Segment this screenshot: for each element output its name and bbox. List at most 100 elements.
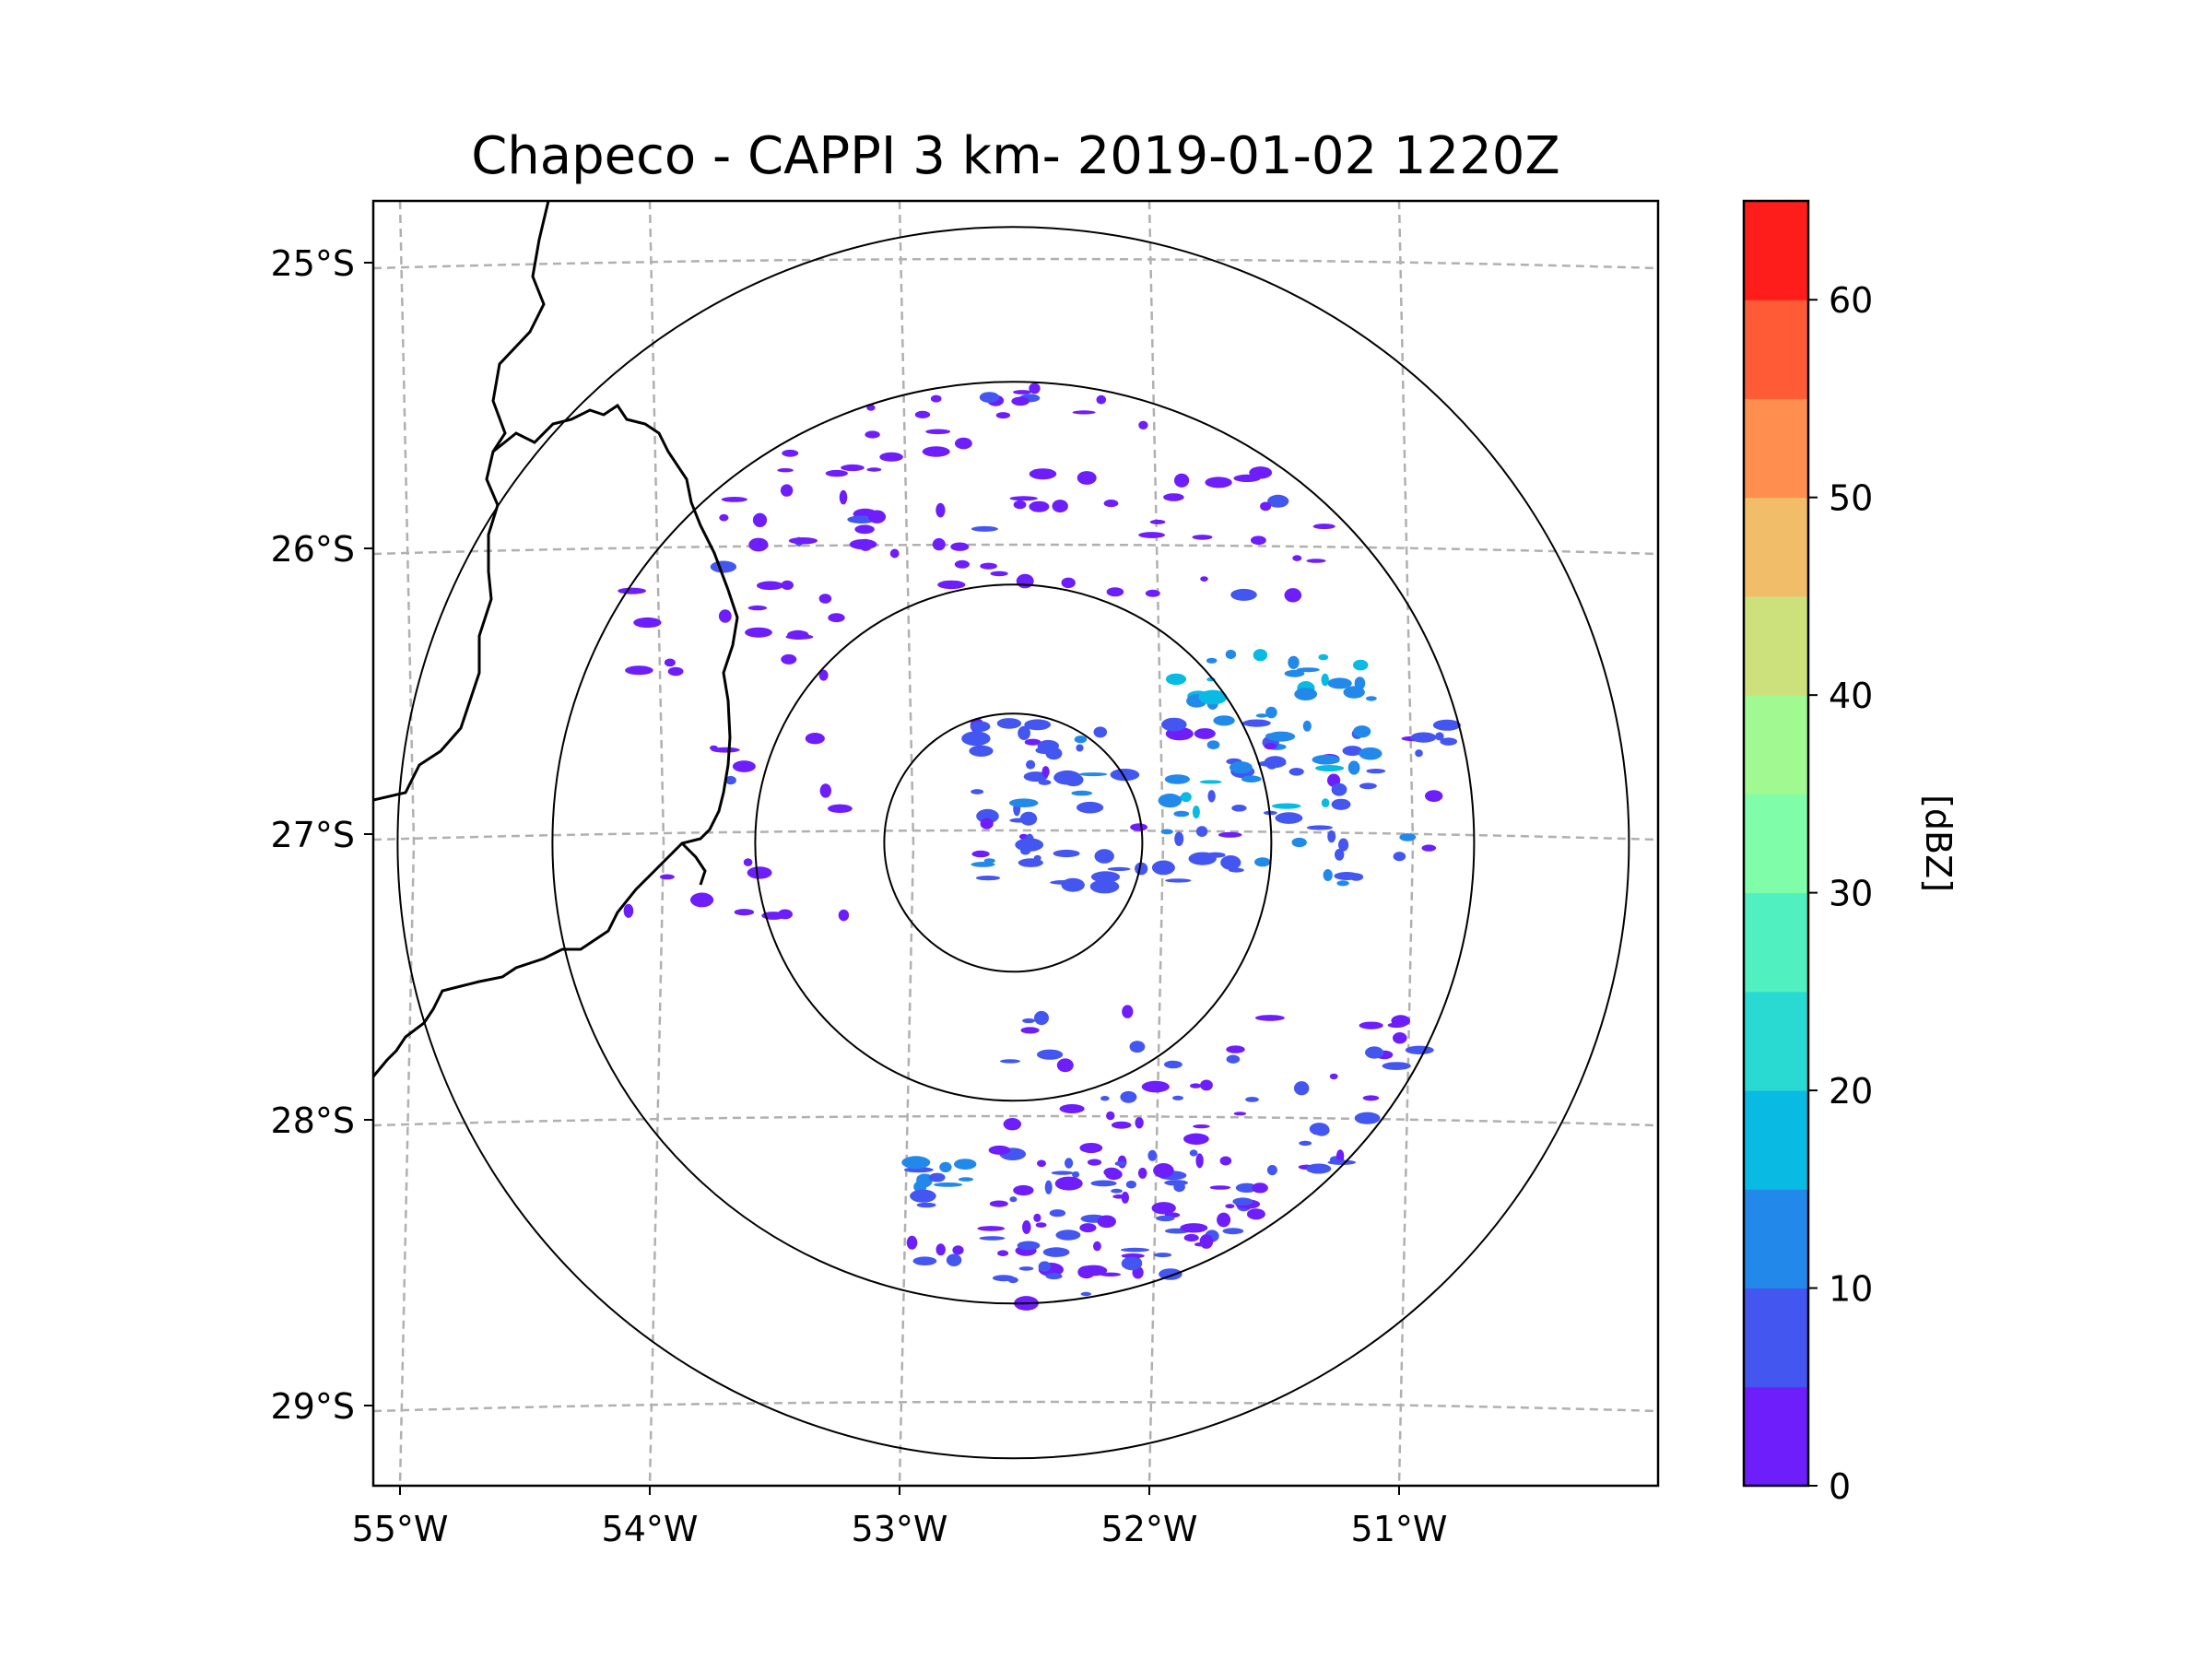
echo-cell: [1338, 838, 1349, 852]
echo-cell: [1353, 659, 1369, 671]
echo-cell: [1020, 846, 1031, 855]
echo-cell: [1078, 772, 1108, 777]
echo-cell: [1209, 1185, 1231, 1190]
echo-cell: [1331, 782, 1347, 796]
echo-cell: [1077, 801, 1104, 814]
echo-cell: [1264, 743, 1277, 750]
echo-cell: [1164, 1060, 1182, 1069]
echo-cell: [1405, 1045, 1434, 1055]
range-ring: [883, 712, 1144, 973]
echo-cell: [975, 876, 1001, 881]
echo-cell: [1079, 1143, 1103, 1153]
range-ring: [551, 381, 1476, 1305]
echo-cell: [1296, 667, 1320, 673]
range-ring: [396, 226, 1630, 1460]
echo-cell: [1094, 849, 1114, 864]
echo-cell: [1359, 747, 1382, 760]
colorbar-level: [1744, 1090, 1808, 1190]
echo-cell: [1096, 394, 1107, 405]
echo-cell: [1365, 1046, 1384, 1059]
echo-cell: [914, 410, 931, 418]
colorbar-level: [1744, 1288, 1808, 1388]
echo-cell: [1272, 803, 1301, 809]
echo-cell: [1114, 1160, 1127, 1167]
echo-cell: [1149, 519, 1166, 524]
echo-cell: [1093, 726, 1108, 738]
colorbar-level: [1744, 398, 1808, 499]
colorbar-tick-label: 30: [1829, 874, 1873, 914]
echo-cell: [1359, 782, 1377, 790]
echo-cell: [1342, 746, 1363, 757]
echo-cell: [1306, 1163, 1332, 1174]
y-tick-label: 28°S: [271, 1100, 355, 1141]
colorbar-level: [1744, 695, 1808, 794]
echo-cell: [1254, 857, 1271, 867]
echo-cell: [1294, 1081, 1310, 1096]
echo-cell: [1265, 706, 1277, 719]
echo-cell: [1235, 1182, 1258, 1194]
echo-cell: [932, 537, 946, 551]
echo-cell: [1200, 1079, 1213, 1091]
echo-cell: [1018, 1266, 1034, 1271]
echo-cell: [969, 745, 994, 757]
echo-cell: [1246, 1208, 1265, 1220]
echo-cell: [718, 609, 732, 623]
echo-cell: [711, 747, 740, 753]
echo-cell: [1299, 1140, 1312, 1147]
colorbar-level: [1744, 497, 1808, 597]
echo-cell: [1253, 649, 1268, 662]
echo-cell: [1294, 688, 1318, 700]
echo-cell: [1009, 1196, 1018, 1203]
echo-cell: [1038, 779, 1052, 785]
echo-cell: [1029, 500, 1050, 512]
echo-cell: [1354, 677, 1366, 690]
echo-cell: [1022, 1220, 1031, 1234]
echo-cell: [1195, 1153, 1204, 1169]
echo-cell: [839, 489, 848, 505]
echo-cell: [1141, 1080, 1170, 1093]
echo-cell: [910, 1189, 936, 1203]
echo-cell: [1071, 790, 1092, 796]
echo-cell: [1207, 790, 1216, 803]
x-axis-ticks: 55°W 54°W 53°W 52°W 51°W: [352, 1486, 1447, 1549]
echo-cell: [1254, 1015, 1285, 1021]
echo-cell: [996, 718, 1022, 729]
colorbar-level: [1744, 595, 1808, 696]
echo-cell: [922, 446, 950, 457]
echo-cell: [1037, 1159, 1046, 1168]
echo-cell: [1181, 792, 1192, 803]
echo-cell: [879, 452, 903, 462]
echo-cell: [1327, 677, 1352, 689]
echo-cell: [950, 542, 970, 551]
echo-cell: [1327, 1159, 1357, 1165]
range-rings: [396, 226, 1630, 1460]
echo-cell: [1189, 1149, 1198, 1157]
echo-cell: [971, 862, 995, 867]
gridline-lat: [373, 1114, 1658, 1127]
echo-cell: [1440, 737, 1457, 746]
echo-cell: [1164, 774, 1190, 784]
echo-cell: [1188, 852, 1217, 865]
echo-cell: [1100, 1096, 1110, 1101]
echo-cell: [780, 484, 794, 497]
echo-cell: [1061, 577, 1076, 588]
echo-cell: [954, 559, 970, 569]
echo-cell: [1090, 871, 1121, 883]
echo-cell: [1033, 1213, 1041, 1222]
echo-cell: [659, 874, 675, 880]
echo-cell: [988, 1145, 1011, 1155]
echo-cell: [977, 1226, 1006, 1231]
echo-cell: [1037, 739, 1060, 752]
echo-cell: [1230, 588, 1257, 601]
echo-cell: [1137, 1167, 1147, 1179]
echo-cell: [1161, 717, 1187, 732]
colorbar-tick-label: 10: [1829, 1269, 1873, 1310]
echo-cell: [1327, 830, 1336, 843]
echo-cell: [1205, 477, 1232, 488]
echo-cell: [747, 866, 772, 879]
echo-cell: [1198, 689, 1228, 705]
echo-cell: [781, 653, 797, 665]
echo-cell: [1033, 854, 1041, 862]
echo-cell: [1153, 1163, 1174, 1178]
echo-cell: [1306, 825, 1333, 830]
